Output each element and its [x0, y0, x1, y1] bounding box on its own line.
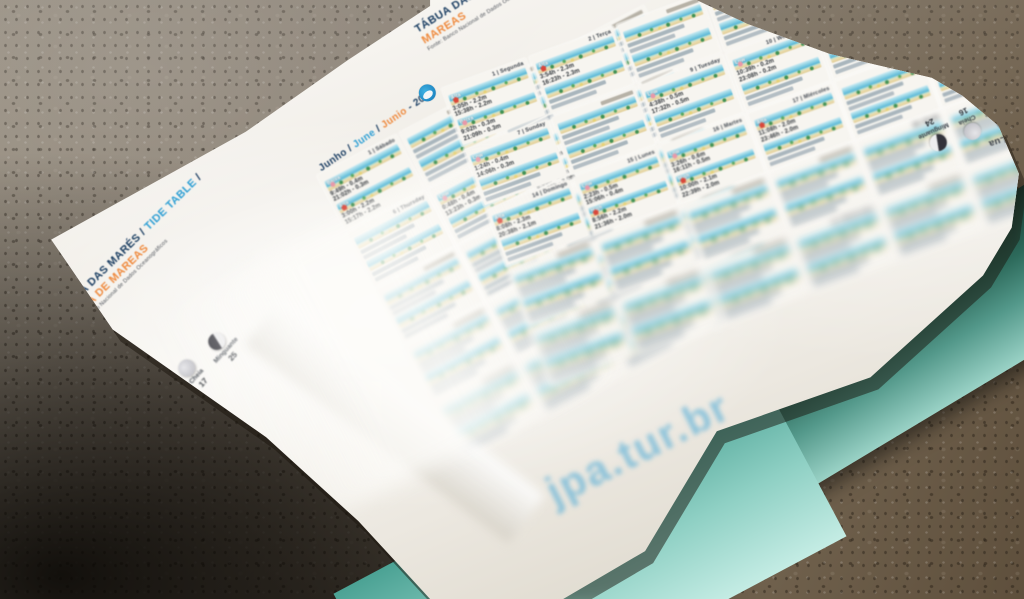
moon-phase-item: Cheia 16 — [953, 104, 984, 143]
title-english: TIDE TABLE — [142, 176, 200, 233]
